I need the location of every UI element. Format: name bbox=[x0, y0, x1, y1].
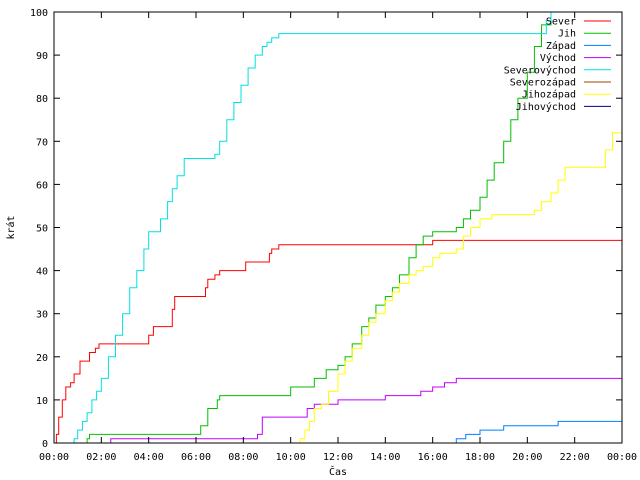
y-tick-label: 60 bbox=[36, 180, 48, 191]
y-tick-label: 80 bbox=[36, 94, 48, 105]
x-tick-label: 02:00 bbox=[86, 452, 116, 463]
y-tick-label: 70 bbox=[36, 137, 48, 148]
legend-label: Jihozápad bbox=[522, 89, 576, 101]
y-tick-label: 20 bbox=[36, 353, 48, 364]
x-axis: 00:00 02:00 04:00 06:00 08:00 10:00 12:00 14:00… bbox=[39, 12, 637, 463]
legend: SeverJihZápadVýchodSeverovýchodSeverozáp… bbox=[504, 17, 611, 113]
series-line-6 bbox=[54, 106, 623, 444]
x-tick-label: 20:00 bbox=[512, 452, 542, 463]
x-tick-label: 12:00 bbox=[323, 452, 353, 463]
x-axis-label: Čas bbox=[329, 465, 347, 478]
y-axis: 0 10 20 30 40 50 60 70 80 90 100 bbox=[30, 8, 622, 450]
legend-label: Západ bbox=[546, 40, 576, 52]
y-tick-label: 90 bbox=[36, 51, 48, 62]
legend-label: Jihovýchod bbox=[516, 101, 576, 113]
legend-label: Jih bbox=[558, 29, 576, 40]
x-tick-label: 00:00 bbox=[607, 452, 637, 463]
x-tick-label: 14:00 bbox=[370, 452, 400, 463]
x-tick-label: 18:00 bbox=[465, 452, 495, 463]
y-tick-label: 10 bbox=[36, 396, 48, 407]
x-tick-label: 10:00 bbox=[276, 452, 306, 463]
series-line-4 bbox=[54, 11, 559, 444]
x-tick-label: 06:00 bbox=[181, 452, 211, 463]
x-tick-label: 16:00 bbox=[418, 452, 448, 463]
y-tick-label: 30 bbox=[36, 310, 48, 321]
y-tick-label: 0 bbox=[42, 439, 48, 450]
x-tick-label: 22:00 bbox=[560, 452, 590, 463]
x-tick-label: 00:00 bbox=[39, 452, 69, 463]
y-tick-label: 100 bbox=[30, 8, 48, 19]
y-axis-label: krát bbox=[5, 215, 17, 239]
legend-label: Severozápad bbox=[510, 77, 576, 89]
legend-label: Východ bbox=[540, 52, 576, 64]
x-tick-label: 04:00 bbox=[134, 452, 164, 463]
legend-label: Severovýchod bbox=[504, 64, 576, 76]
series-line-0 bbox=[54, 239, 622, 444]
legend-label: Sever bbox=[546, 17, 576, 28]
y-tick-label: 50 bbox=[36, 224, 48, 235]
x-tick-label: 08:00 bbox=[228, 452, 258, 463]
y-tick-label: 40 bbox=[36, 267, 48, 278]
